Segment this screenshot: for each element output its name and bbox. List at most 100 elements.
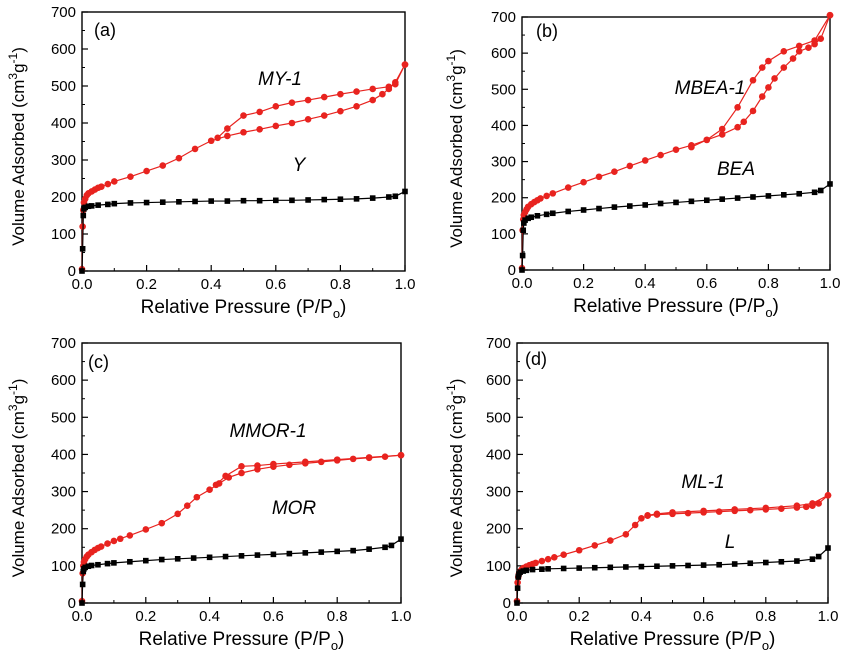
x-axis-label-end: ) <box>769 629 775 650</box>
y-tick-label: 600 <box>486 372 511 389</box>
data-point <box>514 600 520 606</box>
data-point <box>353 88 360 95</box>
data-point <box>98 543 105 550</box>
x-axis-label-main: Relative Pressure (P/P <box>141 297 333 318</box>
data-point <box>111 178 118 185</box>
data-point <box>104 540 111 547</box>
data-point <box>207 555 213 561</box>
series-line <box>82 455 401 601</box>
data-point <box>817 35 824 42</box>
data-point <box>241 198 247 204</box>
data-point <box>765 58 772 65</box>
data-point <box>127 532 134 539</box>
data-point <box>80 246 86 252</box>
data-point <box>402 189 408 195</box>
data-point <box>160 199 166 205</box>
data-point <box>700 508 707 515</box>
data-point <box>818 188 824 194</box>
y-tick-label: 400 <box>486 446 511 463</box>
data-point <box>750 77 757 84</box>
data-point <box>688 144 695 151</box>
data-point <box>287 551 293 557</box>
data-point <box>654 511 661 518</box>
data-point <box>716 508 723 515</box>
data-point <box>174 511 181 518</box>
panel-label: (b) <box>536 21 558 41</box>
panel-c: 01002003004005006007000.0 0.2 0.4 0.6 0.8 1.0… <box>6 335 411 653</box>
y-axis-label-main: Volume Adsorbed (cm <box>9 411 28 577</box>
data-point <box>192 199 198 205</box>
data-point <box>302 459 309 466</box>
panel-label: (d) <box>525 349 547 369</box>
data-point <box>740 119 747 126</box>
data-point <box>289 198 295 204</box>
data-point <box>596 206 602 212</box>
data-point <box>623 564 629 570</box>
y-axis-label-sup: -1 <box>444 54 458 65</box>
data-point <box>576 547 583 554</box>
data-point <box>354 196 360 202</box>
y-axis-label: Volume Adsorbed (cm3g-1) <box>6 379 28 578</box>
data-point <box>560 551 567 558</box>
y-axis-label-end: ) <box>447 49 466 55</box>
data-point <box>731 506 738 513</box>
data-point <box>392 81 399 88</box>
series-ml-1 <box>514 492 832 604</box>
y-axis-label: Volume Adsorbed (cm3g-1) <box>444 49 466 248</box>
y-axis-label-main: Volume Adsorbed (cm <box>447 411 466 577</box>
panel-label: (c) <box>88 352 109 372</box>
y-tick-label: 100 <box>486 558 511 575</box>
y-axis-label-end: ) <box>447 379 466 385</box>
data-point <box>750 108 757 115</box>
data-point <box>389 543 395 549</box>
data-point <box>270 461 277 468</box>
x-tick-label: 0.0 <box>72 276 93 293</box>
y-axis-label-sup: -1 <box>444 384 458 395</box>
panel-a: 01002003004005006007000.0 0.2 0.4 0.6 0.8 1.0… <box>6 4 415 321</box>
data-point <box>369 86 376 93</box>
data-point <box>159 557 165 563</box>
y-tick-label: 300 <box>51 152 76 169</box>
data-point <box>759 64 766 71</box>
y-tick-label: 700 <box>51 4 76 21</box>
series-line <box>218 65 405 138</box>
data-point <box>591 542 598 549</box>
data-point <box>224 125 231 132</box>
data-point <box>545 556 552 563</box>
x-axis-label: Relative Pressure (P/Po) <box>139 629 345 653</box>
panel-b: 01002003004005006007000.0 0.2 0.4 0.6 0.8 1.0… <box>444 9 840 320</box>
data-point <box>318 459 325 466</box>
data-point <box>206 486 213 493</box>
data-point <box>765 84 772 91</box>
y-axis-label: Volume Adsorbed (cm3g-1) <box>444 379 466 578</box>
data-point <box>386 194 392 200</box>
x-tick-label: 0.2 <box>136 276 157 293</box>
data-point <box>781 48 788 55</box>
x-axis-label: Relative Pressure (P/Po) <box>141 297 347 321</box>
data-point <box>334 549 340 555</box>
data-point <box>794 502 801 509</box>
data-point <box>596 173 603 180</box>
data-point <box>551 554 558 561</box>
data-point <box>257 198 263 204</box>
data-point <box>144 200 150 206</box>
data-point <box>271 552 277 558</box>
y-tick-label: 600 <box>491 45 516 62</box>
data-point <box>747 507 754 514</box>
data-point <box>612 204 618 210</box>
x-tick-label: 0.6 <box>696 275 717 292</box>
data-point <box>827 181 833 187</box>
data-point <box>143 526 150 533</box>
data-point <box>318 549 324 555</box>
data-point <box>719 126 726 133</box>
data-point <box>657 152 664 159</box>
data-point <box>127 559 133 565</box>
y-tick-label: 100 <box>491 226 516 243</box>
series-label: MY-1 <box>258 69 302 90</box>
plot-frame <box>522 17 830 270</box>
data-point <box>515 585 521 591</box>
data-point <box>176 199 182 205</box>
series-mor <box>79 536 404 605</box>
x-axis-label: Relative Pressure (P/Po) <box>570 629 776 653</box>
data-point <box>223 554 229 560</box>
